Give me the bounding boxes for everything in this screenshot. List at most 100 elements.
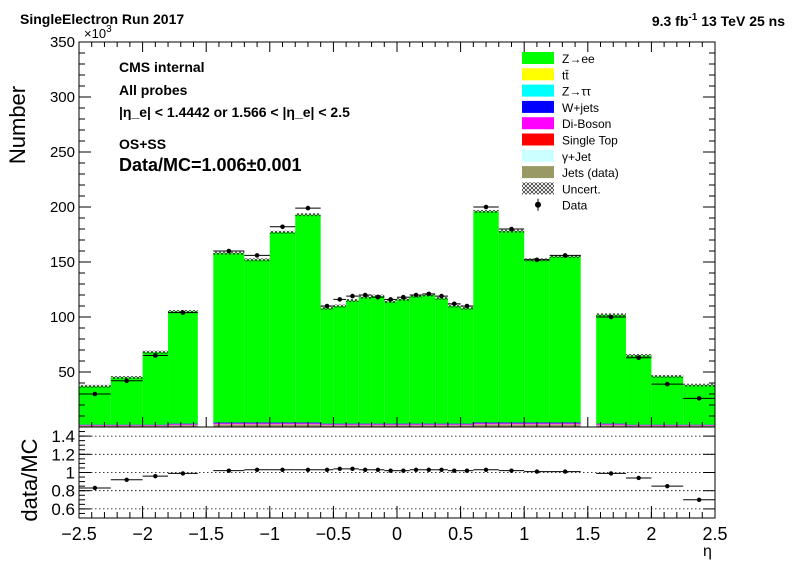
- bar-diboson: [435, 424, 448, 425]
- legend-label: Data: [562, 199, 588, 213]
- y-exponent-base: ×10: [84, 26, 106, 41]
- bar-diboson: [384, 424, 397, 425]
- bar-zee: [384, 301, 397, 424]
- data-point: [350, 293, 355, 299]
- uncertainty-band: [473, 209, 499, 213]
- ratio-point: [280, 467, 285, 472]
- ratio-point: [350, 466, 355, 472]
- uncertainty-band: [295, 213, 321, 217]
- ratio-y-tick-label: 0.6: [51, 500, 75, 519]
- annotation-cms: CMS internal: [119, 59, 205, 75]
- data-point: [305, 205, 311, 211]
- data-point: [426, 291, 432, 297]
- lumi-value: 9.3 fb: [652, 13, 689, 29]
- ratio-point: [696, 497, 702, 502]
- bar-diboson: [320, 424, 334, 425]
- legend-swatch: [522, 84, 554, 97]
- bar-diboson: [371, 424, 385, 425]
- bar-jets: [320, 425, 334, 427]
- bar-zee: [168, 311, 198, 424]
- ratio-point: [483, 467, 489, 472]
- annotation-charge: OS+SS: [119, 136, 166, 152]
- x-tick-label: 2: [646, 524, 656, 544]
- data-point: [92, 391, 98, 397]
- bar-zee: [269, 232, 296, 423]
- bar-jets: [447, 425, 461, 427]
- x-tick-label: −0.5: [316, 524, 352, 544]
- bar-diboson: [346, 424, 359, 425]
- bar-zee: [397, 299, 410, 424]
- ratio-point: [665, 483, 670, 489]
- bar-jets: [596, 425, 626, 427]
- main-y-axis: 50 100 150 200 250 300 350: [50, 34, 716, 427]
- y-tick-label: 300: [50, 89, 75, 106]
- ratio-y-tick-label: 0.8: [51, 482, 75, 501]
- data-point: [665, 381, 670, 387]
- energy-label: 13 TeV 25 ns: [701, 13, 785, 29]
- ratio-point: [226, 468, 232, 473]
- uncertainty-band: [79, 384, 111, 388]
- legend-swatch: [522, 166, 554, 179]
- legend: Z→ee tt̄ Z→ττ W+jets Di-Boson Single Top γ+Jet…: [522, 52, 619, 213]
- legend-label: γ+Jet: [562, 150, 592, 164]
- annotation-eta-cut: |η_e| < 1.4442 or 1.566 < |η_e| < 2.5: [119, 104, 350, 120]
- data-point: [180, 310, 186, 315]
- bar-zee: [422, 295, 436, 424]
- ratio-panel: 0.60.811.21.4−2.5 −2 −1.5 −1 −0.5 0 0.5 1 1.5 2 2.…: [17, 426, 728, 560]
- bar-zee: [498, 231, 525, 423]
- ratio-point: [92, 485, 98, 491]
- bar-jets: [168, 425, 198, 427]
- bar-zee: [596, 314, 626, 424]
- data-point: [439, 293, 444, 299]
- uncertainty-band: [651, 374, 684, 378]
- lumi-label: 9.3 fb-1 13 TeV 25 ns: [652, 12, 785, 29]
- legend-swatch: [522, 117, 554, 130]
- legend-label: tt̄: [562, 68, 569, 82]
- ratio-point: [509, 468, 514, 473]
- data-point: [509, 226, 514, 232]
- ratio-y-tick-label: 1.4: [51, 427, 75, 446]
- ratio-point: [153, 473, 158, 479]
- ratio-gridlines: [79, 435, 715, 510]
- data-point: [534, 257, 540, 263]
- bar-diboson: [333, 424, 347, 425]
- run-title: SingleElectron Run 2017: [20, 11, 184, 27]
- ratio-point: [464, 468, 470, 473]
- bar-zee: [447, 306, 461, 424]
- data-point: [254, 253, 260, 258]
- ratio-point: [305, 467, 311, 472]
- data-point: [375, 294, 381, 300]
- bar-jets: [384, 425, 397, 427]
- legend-label: Z→ee: [562, 52, 595, 66]
- legend-label: Single Top: [562, 134, 618, 148]
- ratio-axes: 0.60.811.21.4−2.5 −2 −1.5 −1 −0.5 0 0.5 1 1.5 2 2.…: [51, 426, 728, 544]
- bar-zee: [244, 259, 270, 423]
- data-point: [636, 355, 641, 361]
- uncertainty-band: [683, 383, 715, 387]
- bar-zee: [625, 355, 652, 425]
- ratio-point: [562, 469, 568, 474]
- data-point: [608, 314, 614, 320]
- main-panel: 50 100 150 200 250 300 350 ×103 Number: [5, 24, 716, 428]
- bar-jets: [409, 425, 423, 427]
- uncertainty-band: [244, 258, 270, 262]
- bar-diboson: [409, 424, 423, 425]
- legend-label: W+jets: [562, 101, 599, 115]
- y-tick-label: 250: [50, 144, 75, 161]
- annotation-ratio: Data/MC=1.006±0.001: [119, 155, 302, 175]
- x-tick-label: 0.5: [448, 524, 473, 544]
- data-point: [451, 301, 457, 307]
- data-point: [226, 248, 232, 254]
- y-axis-label: Number: [5, 86, 30, 164]
- bar-zee: [320, 308, 334, 424]
- legend-swatch: [522, 133, 554, 146]
- y-tick-label: 350: [50, 34, 75, 51]
- bar-diboson: [460, 424, 474, 425]
- data-point: [696, 396, 702, 401]
- annotation-probes: All probes: [119, 82, 188, 98]
- uncertainty-band: [333, 304, 347, 308]
- bar-zee: [295, 214, 321, 423]
- data-point: [464, 303, 470, 309]
- data-point: [562, 253, 568, 258]
- data-point: [362, 292, 368, 298]
